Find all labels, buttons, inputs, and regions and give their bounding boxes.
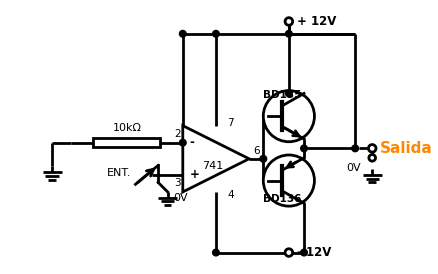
Text: BD135: BD135 xyxy=(263,90,302,100)
Circle shape xyxy=(301,145,307,152)
Circle shape xyxy=(286,30,292,37)
Circle shape xyxy=(263,91,314,142)
Text: 741: 741 xyxy=(202,161,224,171)
Circle shape xyxy=(212,30,219,37)
Text: 4: 4 xyxy=(227,190,234,200)
Circle shape xyxy=(301,249,307,256)
Text: Salida: Salida xyxy=(380,141,433,156)
Text: ENT.: ENT. xyxy=(107,168,132,178)
Circle shape xyxy=(285,18,293,25)
Text: 0V: 0V xyxy=(173,193,188,202)
Text: 6: 6 xyxy=(253,146,259,156)
Text: 7: 7 xyxy=(227,118,234,128)
Text: BD136: BD136 xyxy=(263,193,302,204)
Text: - 12V: - 12V xyxy=(297,246,332,259)
Text: +: + xyxy=(189,169,199,181)
FancyBboxPatch shape xyxy=(93,138,160,147)
Circle shape xyxy=(263,155,314,206)
Circle shape xyxy=(212,249,219,256)
Circle shape xyxy=(180,30,186,37)
Circle shape xyxy=(260,155,267,162)
Text: 2: 2 xyxy=(174,129,181,139)
Circle shape xyxy=(352,145,358,152)
Circle shape xyxy=(369,155,375,161)
Circle shape xyxy=(286,90,292,97)
Text: -: - xyxy=(189,136,194,149)
Polygon shape xyxy=(183,126,249,192)
Circle shape xyxy=(285,249,293,256)
Text: 0V: 0V xyxy=(346,163,361,173)
Text: 10kΩ: 10kΩ xyxy=(113,123,141,133)
Circle shape xyxy=(180,139,186,146)
Text: + 12V: + 12V xyxy=(297,15,337,28)
Text: 3: 3 xyxy=(174,178,181,189)
Circle shape xyxy=(368,145,376,152)
